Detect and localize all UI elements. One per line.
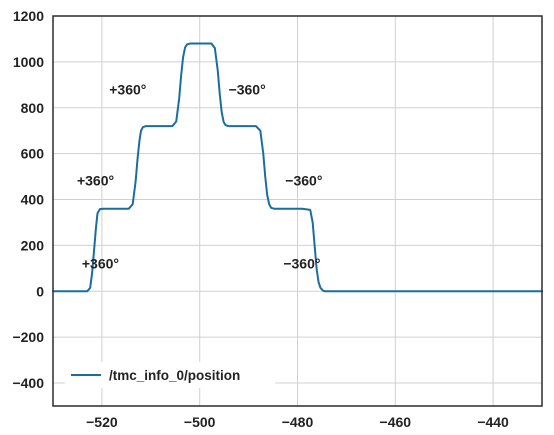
y-tick-label: 200 [21,237,45,253]
annotations-group: +360° −360° +360° −360° +360° −360° [77,81,322,271]
y-tick-label: −200 [12,329,44,345]
series-line-position [52,42,543,293]
y-tick-label: −400 [12,375,44,391]
y-tick-label: 600 [21,146,45,162]
x-tick-label: −500 [184,414,216,430]
annotation-label: −360° [285,172,322,188]
x-tick-label: −440 [477,414,509,430]
annotation-label: +360° [109,82,146,98]
plot-border [52,15,543,407]
annotation-label: −360° [283,255,320,271]
annotation-label: +360° [77,172,114,188]
legend: /tmc_info_0/position [65,362,275,388]
legend-label: /tmc_info_0/position [109,368,240,383]
x-tick-label: −460 [380,414,412,430]
annotation-label: −360° [229,81,266,97]
y-axis-tick-labels: −400 −200 0 200 400 600 800 1000 1200 [12,8,44,391]
y-tick-label: 1000 [13,54,44,70]
x-tick-label: −480 [282,414,314,430]
y-tick-label: 800 [21,100,45,116]
annotation-label: +360° [82,255,119,271]
y-tick-label: 400 [21,192,45,208]
series-group [52,42,543,293]
x-axis-tick-labels: −520 −500 −480 −460 −440 [86,414,509,430]
y-tick-label: 0 [36,283,44,299]
y-tick-label: 1200 [13,8,44,24]
x-tick-label: −520 [86,414,118,430]
